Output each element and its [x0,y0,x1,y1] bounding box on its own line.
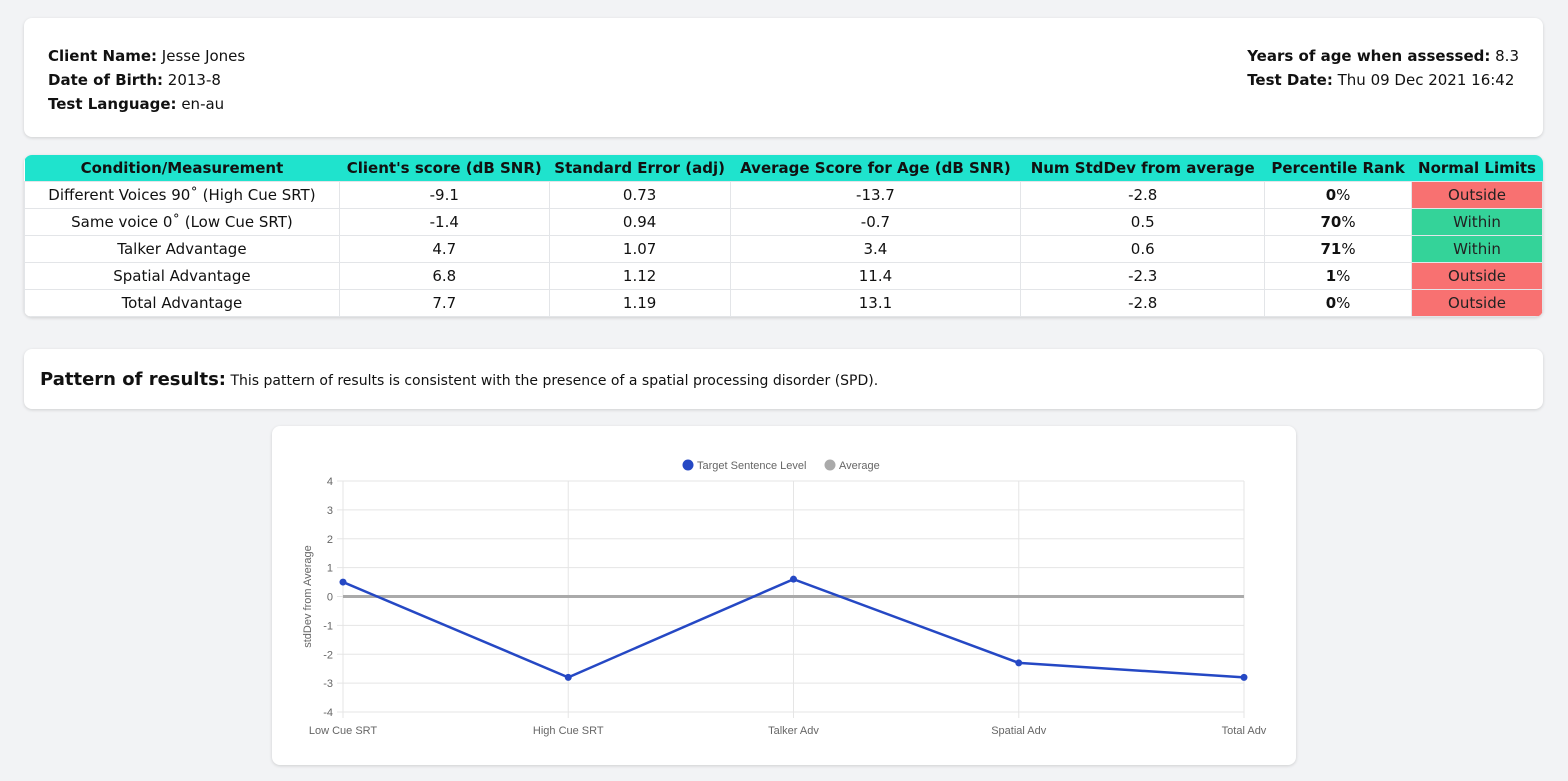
y-tick-label: 3 [327,505,333,517]
y-tick-label: -2 [323,649,333,661]
table-row: Same voice 0˚ (Low Cue SRT) -1.4 0.94 -0.7 0… [24,208,1543,236]
x-tick-label: High Cue SRT [533,725,604,737]
lang-label: Test Language: [48,95,177,113]
table-cell: -13.7 [729,181,1022,209]
age-label: Years of age when assessed: [1247,47,1491,65]
percent-sign: % [1336,267,1351,285]
table-cell: 7.7 [338,289,550,317]
x-tick-label: Talker Adv [768,725,819,737]
percentile-value: 0 [1325,294,1337,312]
table-cell: Spatial Advantage [24,262,340,290]
column-header: Standard Error (adj) [549,155,731,182]
table-cell: Talker Advantage [24,235,340,263]
table-cell: 71% [1264,235,1413,263]
table-cell: 70% [1264,208,1413,236]
normal-limits-badge: Outside [1411,181,1543,209]
legend-label: Target Sentence Level [697,460,806,472]
percent-sign: % [1336,186,1351,204]
percent-sign: % [1341,240,1356,258]
y-tick-label: -1 [323,620,333,632]
table-row: Spatial Advantage 6.8 1.12 11.4 -2.3 1% Outsid… [24,262,1543,290]
table-cell: 1.19 [548,289,731,317]
legend-marker [682,459,694,471]
normal-limits-badge: Within [1411,208,1543,236]
table-cell: -2.8 [1020,181,1266,209]
table-cell: -0.7 [729,208,1022,236]
percentile-value: 70 [1320,213,1342,231]
test-date: Thu 09 Dec 2021 16:42 [1337,71,1515,89]
column-header: Num StdDev from average [1020,155,1265,182]
y-tick-label: -3 [323,678,333,690]
dob: 2013-8 [167,71,221,89]
table-cell: 1.12 [548,262,731,290]
data-point [339,578,347,586]
legend-label: Average [839,460,880,472]
data-point [790,575,797,583]
age: 8.3 [1495,47,1519,65]
client-info-card: Client Name: Jesse Jones Date of Birth: … [24,18,1543,137]
y-tick-label: 2 [327,534,333,546]
table-cell: 0% [1264,289,1413,317]
table-row: Different Voices 90˚ (High Cue SRT) -9.1 0… [24,181,1543,209]
table-cell: -1.4 [338,208,550,236]
x-tick-label: Spatial Adv [991,725,1047,737]
y-tick-label: 1 [327,563,333,575]
table-cell: 0% [1264,181,1413,209]
column-header: Average Score for Age (dB SNR) [730,155,1021,182]
table-cell: 0.73 [548,181,731,209]
results-table: Condition/Measurement Client's score (dB … [24,155,1543,317]
table-cell: Total Advantage [24,289,340,317]
column-header: Normal Limits [1411,155,1543,182]
column-header: Percentile Rank [1264,155,1412,182]
normal-limits-badge: Outside [1411,289,1543,317]
table-cell: 0.6 [1020,235,1266,263]
table-cell: Different Voices 90˚ (High Cue SRT) [24,181,340,209]
percentile-value: 1 [1325,267,1337,285]
table-row: Talker Advantage 4.7 1.07 3.4 0.6 71% Within [24,235,1543,263]
data-point [564,673,572,681]
normal-limits-badge: Outside [1411,262,1543,290]
table-cell: Same voice 0˚ (Low Cue SRT) [24,208,340,236]
column-header: Client's score (dB SNR) [339,155,550,182]
table-cell: 4.7 [338,235,550,263]
test-date-label: Test Date: [1247,71,1333,89]
table-row: Total Advantage 7.7 1.19 13.1 -2.8 0% Outside [24,289,1543,317]
table-cell: 3.4 [729,235,1022,263]
table-cell: 13.1 [729,289,1022,317]
client-name: Jesse Jones [161,47,246,65]
table-cell: -2.3 [1020,262,1266,290]
pattern-label: Pattern of results: [40,369,226,390]
pattern-text: This pattern of results is consistent wi… [230,373,879,389]
table-cell: 0.94 [548,208,731,236]
table-cell: 11.4 [729,262,1022,290]
results-table-card: Condition/Measurement Client's score (dB … [24,155,1543,317]
data-point [1015,659,1023,667]
y-tick-label: 4 [327,476,333,488]
y-axis-label: stdDev from Average [302,545,314,648]
lang: en-au [181,95,225,113]
percentile-value: 71 [1320,240,1342,258]
normal-limits-badge: Within [1411,235,1543,263]
dob-label: Date of Birth: [48,71,164,89]
client-name-label: Client Name: [48,47,158,65]
x-tick-label: Low Cue SRT [309,725,378,737]
x-tick-label: Total Adv [1222,725,1267,737]
chart-card: 4 3 2 1 0 -1 -2 -3 -4 Low Cue SRT High Cue SRT Talk… [272,426,1296,765]
table-cell: 6.8 [338,262,550,290]
column-header: Condition/Measurement [24,155,340,182]
pattern-card: Pattern of results: This pattern of resu… [24,349,1543,409]
table-cell: -2.8 [1020,289,1266,317]
legend-marker [824,459,836,471]
percentile-value: 0 [1325,186,1337,204]
percent-sign: % [1341,213,1356,231]
y-tick-label: -4 [323,707,333,719]
line-chart: 4 3 2 1 0 -1 -2 -3 -4 Low Cue SRT High Cue SRT Talk… [302,459,1267,737]
table-cell: 0.5 [1020,208,1266,236]
table-cell: 1% [1264,262,1413,290]
table-cell: -9.1 [338,181,550,209]
y-tick-label: 0 [327,592,333,604]
percent-sign: % [1336,294,1351,312]
data-point [1240,673,1248,681]
table-cell: 1.07 [548,235,731,263]
